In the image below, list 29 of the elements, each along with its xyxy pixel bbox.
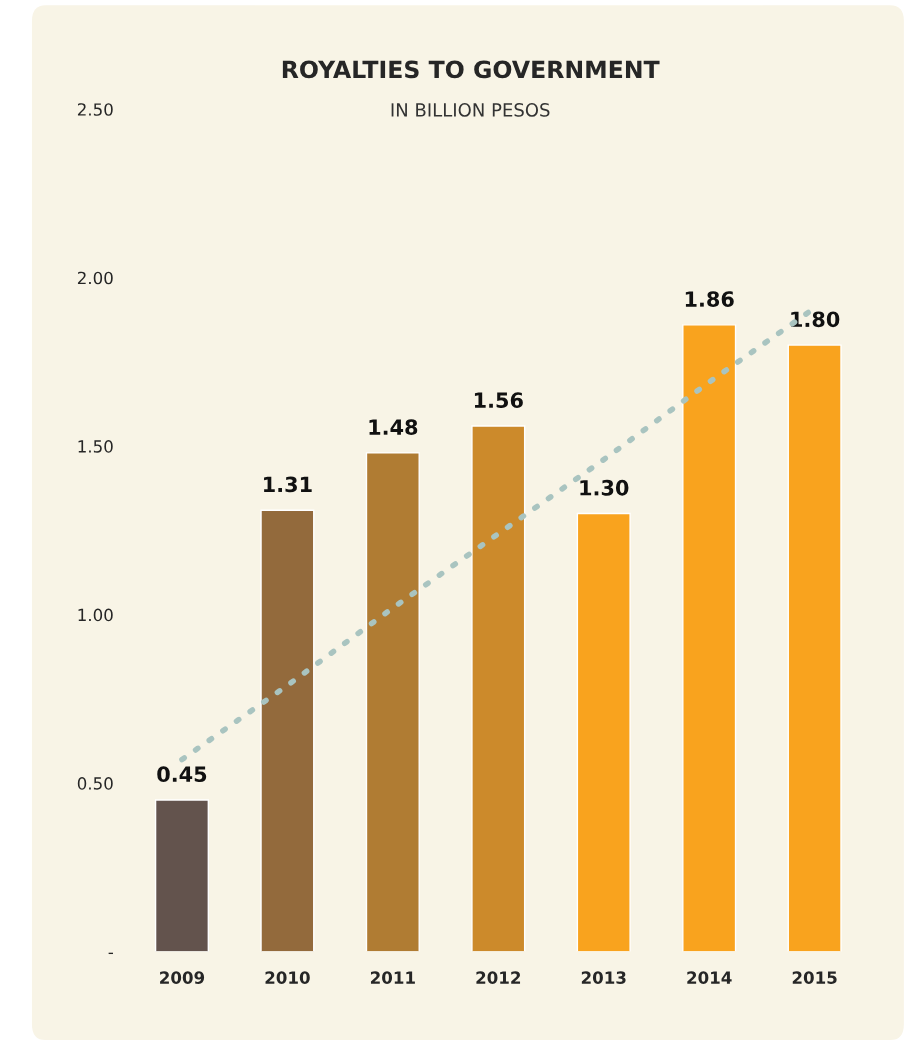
bar [365,452,420,952]
y-tick-label: 0.50 [77,777,113,790]
bar [576,512,631,952]
y-tick-label: 1.00 [78,608,113,622]
data-label: 1.48 [369,419,418,435]
data-label: 1.80 [791,311,840,328]
data-label: 0.45 [157,766,207,783]
x-tick-label: 2012 [476,971,521,984]
bar [787,344,842,952]
x-tick-label: 2009 [160,971,205,984]
data-label: 1.86 [685,291,734,307]
x-tick-label: 2010 [265,971,310,984]
bar [154,799,210,952]
y-tick-label: 1.50 [78,440,113,453]
x-tick-label: 2011 [370,971,415,984]
data-label: 1.56 [474,392,523,409]
y-tick-label: 2.50 [77,103,113,116]
data-label: 1.31 [264,476,312,493]
chart-subtitle: IN BILLION PESOS [391,103,550,117]
bar [260,509,315,952]
chart-title: ROYALTIES TO GOVERNMENT [282,60,660,79]
x-tick-label: 2014 [687,971,732,984]
y-tick-label: - [108,952,114,955]
data-label: 1.30 [580,479,629,496]
bar [682,324,737,952]
x-tick-label: 2015 [792,971,837,984]
y-tick-label: 2.00 [77,271,113,285]
x-tick-label: 2013 [581,971,626,984]
bar [471,425,526,952]
